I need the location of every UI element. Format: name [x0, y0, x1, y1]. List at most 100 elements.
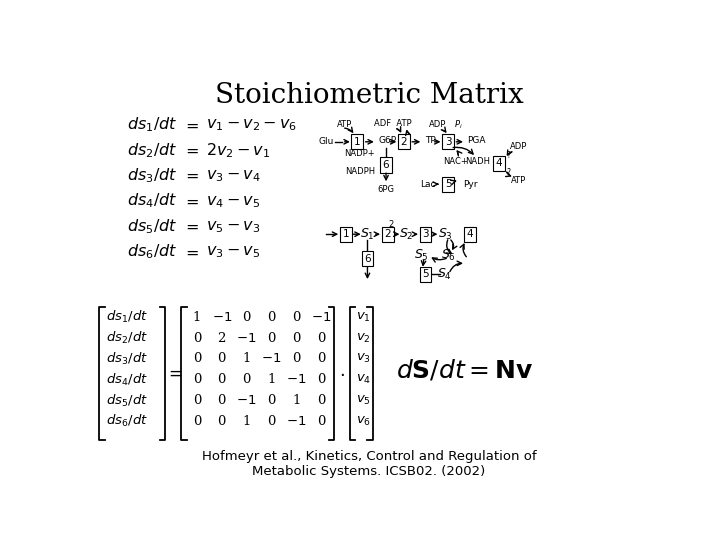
Text: $v_4$: $v_4$ — [356, 373, 371, 386]
Text: 0: 0 — [292, 353, 300, 366]
Text: $v_6$: $v_6$ — [356, 415, 371, 428]
Text: 5: 5 — [422, 269, 429, 279]
Text: 1: 1 — [243, 353, 251, 366]
Text: 0: 0 — [217, 394, 226, 407]
Text: $ds_2/dt$: $ds_2/dt$ — [127, 141, 178, 160]
Text: 0: 0 — [267, 394, 276, 407]
Text: 0: 0 — [267, 311, 276, 324]
Text: $=$: $=$ — [182, 142, 199, 159]
Text: G6P: G6P — [378, 136, 397, 145]
Text: 2: 2 — [384, 229, 391, 239]
Text: NADP+: NADP+ — [345, 149, 375, 158]
Text: $=$: $=$ — [165, 365, 182, 382]
Text: 4: 4 — [496, 158, 503, 168]
Text: $v_5$: $v_5$ — [356, 394, 371, 407]
Text: $S_4$: $S_4$ — [438, 267, 452, 282]
Text: 5: 5 — [445, 179, 451, 189]
Text: $v_2$: $v_2$ — [356, 332, 371, 345]
Text: NADH: NADH — [465, 157, 490, 166]
Text: $=$: $=$ — [182, 167, 199, 184]
Text: $ds_5/dt$: $ds_5/dt$ — [107, 393, 148, 409]
Text: Pyr: Pyr — [464, 180, 478, 188]
Text: $ds_4/dt$: $ds_4/dt$ — [107, 372, 148, 388]
Text: $ds_5/dt$: $ds_5/dt$ — [127, 217, 178, 236]
Text: 3: 3 — [445, 137, 451, 147]
Text: 3: 3 — [422, 229, 429, 239]
Text: Stoichiometric Matrix: Stoichiometric Matrix — [215, 82, 523, 109]
Text: $\cdot$: $\cdot$ — [339, 364, 345, 382]
Text: $ds_3/dt$: $ds_3/dt$ — [127, 166, 178, 185]
Text: 1: 1 — [343, 229, 349, 239]
Text: ATP: ATP — [511, 176, 526, 185]
Text: $S_3$: $S_3$ — [438, 227, 452, 242]
Text: 6: 6 — [383, 160, 390, 170]
Text: 0: 0 — [267, 415, 276, 428]
Text: $-1$: $-1$ — [286, 373, 306, 386]
Text: $P_i$: $P_i$ — [454, 119, 462, 131]
Text: 0: 0 — [193, 332, 201, 345]
Text: $v_1 - v_2 - v_6$: $v_1 - v_2 - v_6$ — [206, 116, 297, 133]
Text: $-1$: $-1$ — [212, 311, 232, 324]
Text: 1: 1 — [354, 137, 361, 147]
Text: $ds_3/dt$: $ds_3/dt$ — [107, 351, 148, 367]
Text: 0: 0 — [292, 311, 300, 324]
Text: $ds_1/dt$: $ds_1/dt$ — [107, 309, 148, 326]
Text: NAC+: NAC+ — [444, 157, 468, 166]
Text: 4: 4 — [467, 229, 473, 239]
Text: 0: 0 — [292, 332, 300, 345]
Text: $S_6$: $S_6$ — [441, 248, 456, 264]
Text: $ds_2/dt$: $ds_2/dt$ — [107, 330, 148, 346]
Text: $=$: $=$ — [182, 116, 199, 133]
Text: 0: 0 — [217, 353, 226, 366]
Text: 0: 0 — [317, 373, 325, 386]
Text: $-1$: $-1$ — [286, 415, 306, 428]
Text: ADP: ADP — [428, 120, 446, 130]
Text: $2v_2 - v_1$: $2v_2 - v_1$ — [206, 141, 271, 160]
Text: $v_1$: $v_1$ — [356, 311, 371, 324]
Text: TP: TP — [426, 136, 436, 145]
Text: 0: 0 — [243, 311, 251, 324]
Text: $-1$: $-1$ — [311, 311, 331, 324]
Text: $=$: $=$ — [182, 218, 199, 235]
Text: 2: 2 — [400, 137, 408, 147]
Text: $ds_4/dt$: $ds_4/dt$ — [127, 192, 178, 211]
Text: ATP: ATP — [338, 120, 353, 130]
Text: 0: 0 — [193, 373, 201, 386]
Text: $v_3$: $v_3$ — [356, 353, 371, 366]
Text: 2: 2 — [389, 220, 394, 230]
Text: 1: 1 — [267, 373, 276, 386]
Text: $v_3 - v_5$: $v_3 - v_5$ — [206, 244, 261, 260]
Text: ?: ? — [506, 168, 510, 177]
Text: 6: 6 — [364, 254, 371, 264]
Text: $v_5 - v_3$: $v_5 - v_3$ — [206, 218, 261, 235]
Text: PGA: PGA — [467, 136, 486, 145]
Text: $ds_6/dt$: $ds_6/dt$ — [127, 242, 178, 261]
Text: $-1$: $-1$ — [236, 332, 257, 345]
Text: 0: 0 — [317, 415, 325, 428]
Text: 6PG: 6PG — [377, 185, 395, 194]
Text: 2: 2 — [217, 332, 226, 345]
Text: $-1$: $-1$ — [261, 353, 282, 366]
Text: 0: 0 — [267, 332, 276, 345]
Text: 0: 0 — [317, 353, 325, 366]
Text: ?: ? — [506, 151, 510, 160]
Text: $v_4 - v_5$: $v_4 - v_5$ — [206, 193, 261, 210]
Text: ADF  ATP: ADF ATP — [374, 119, 412, 128]
Text: $ds_1/dt$: $ds_1/dt$ — [127, 116, 178, 134]
Text: $=$: $=$ — [182, 193, 199, 210]
Text: 0: 0 — [193, 394, 201, 407]
Text: $-1$: $-1$ — [236, 394, 257, 407]
Text: 1: 1 — [292, 394, 300, 407]
Text: Hofmeyr et al., Kinetics, Control and Regulation of
Metabolic Systems. ICSB02. (: Hofmeyr et al., Kinetics, Control and Re… — [202, 450, 536, 478]
Text: 0: 0 — [243, 373, 251, 386]
Text: 0: 0 — [193, 415, 201, 428]
Text: ADP: ADP — [510, 142, 527, 151]
Text: $S_2$: $S_2$ — [399, 227, 413, 242]
Text: $ds_6/dt$: $ds_6/dt$ — [107, 413, 148, 429]
Text: 0: 0 — [217, 373, 226, 386]
Text: Lac: Lac — [420, 180, 436, 188]
Text: $S_5$: $S_5$ — [414, 248, 429, 264]
Text: $S_1$: $S_1$ — [360, 227, 375, 242]
Text: $v_3 - v_4$: $v_3 - v_4$ — [206, 167, 261, 184]
Text: 1: 1 — [193, 311, 201, 324]
